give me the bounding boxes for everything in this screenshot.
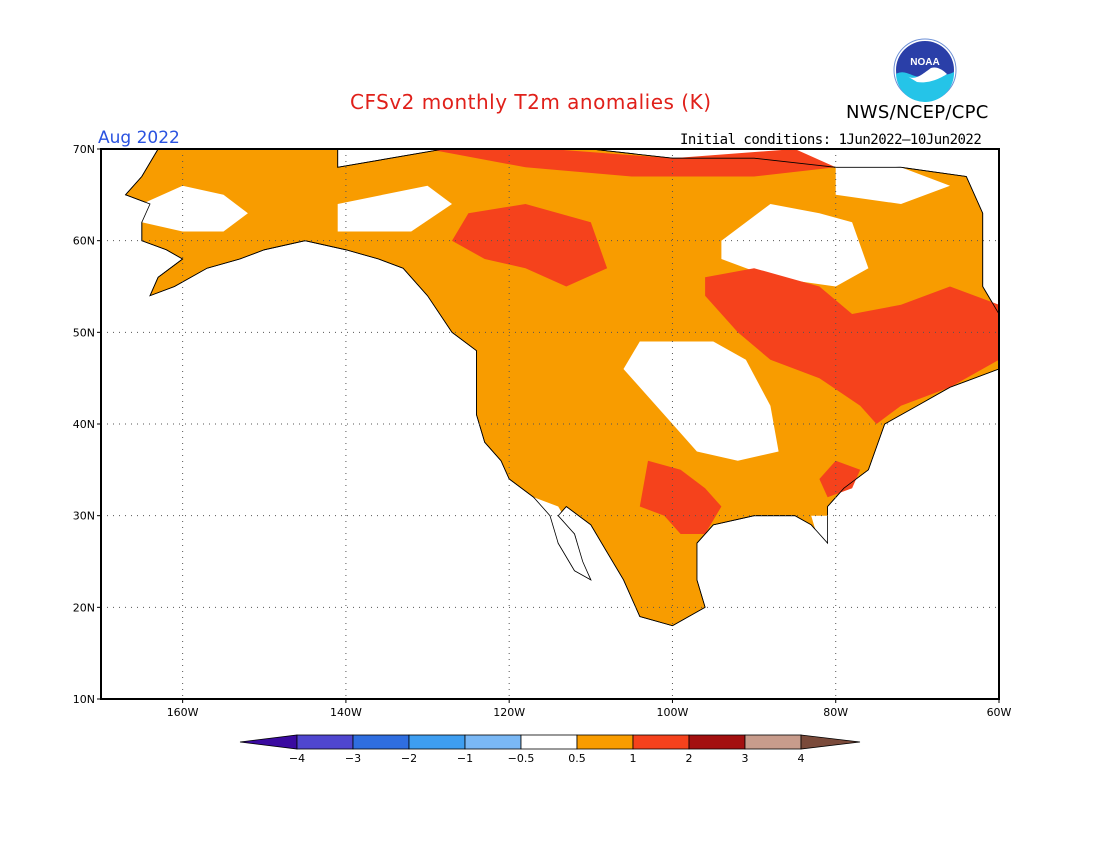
colorbar-label: 2: [686, 752, 693, 765]
valid-month: Aug 2022: [98, 128, 180, 148]
noaa-logo-text: NOAA: [910, 57, 939, 68]
colorbar-label: 4: [798, 752, 805, 765]
agency-label: NWS/NCEP/CPC: [846, 102, 989, 123]
colorbar: −4 −3 −2 −1 −0.5 0.5 1 2 3 4: [239, 734, 861, 765]
noaa-logo-icon: NOAA: [893, 38, 957, 102]
lat-tick-label: 30N: [73, 510, 95, 523]
neutral-region-northern-plains: [623, 341, 779, 461]
lon-tick-label: 80W: [823, 706, 848, 719]
axis-ticks: 160W 140W 120W 100W 80W 60W 10N 20N 30N 40N 50N 60N…: [73, 143, 1012, 719]
lat-tick-label: 60N: [73, 235, 95, 248]
lat-tick-label: 10N: [73, 693, 95, 706]
coastline-alaska-yukon: [124, 149, 999, 627]
colorbar-bin: [576, 734, 634, 750]
map-title: CFSv2 monthly T2m anomalies (K): [350, 90, 712, 114]
colorbar-bin: [464, 734, 522, 750]
hot-region-northern-canada: [452, 204, 608, 287]
colorbar-bin: [352, 734, 410, 750]
colorbar-bin: [520, 734, 578, 750]
neutral-region-baffin: [835, 158, 950, 204]
lon-tick-label: 100W: [657, 706, 689, 719]
lon-tick-label: 120W: [493, 706, 525, 719]
colorbar-label: 0.5: [568, 752, 586, 765]
colorbar-label: −3: [345, 752, 361, 765]
anomaly-fields: [124, 149, 999, 627]
lat-tick-label: 70N: [73, 143, 95, 156]
colorbar-label: 3: [742, 752, 749, 765]
lon-tick-label: 60W: [987, 706, 1012, 719]
hot-region-hudson-quebec: [705, 268, 999, 424]
colorbar-label: −2: [401, 752, 417, 765]
lat-tick-label: 50N: [73, 326, 95, 339]
colorbar-label: −4: [289, 752, 305, 765]
lon-tick-label: 160W: [167, 706, 199, 719]
colorbar-bin: [688, 734, 746, 750]
colorbar-label: −1: [457, 752, 473, 765]
colorbar-left-arrow: [239, 734, 298, 750]
colorbar-bin: [408, 734, 466, 750]
colorbar-bin: [632, 734, 690, 750]
neutral-region-yukon: [337, 185, 452, 232]
colorbar-bin: [296, 734, 354, 750]
hot-region-carolinas: [819, 460, 861, 498]
lat-tick-label: 20N: [73, 601, 95, 614]
neutral-region-baja: [533, 497, 591, 580]
neutral-region-hudson-bay: [721, 204, 869, 287]
lon-tick-label: 140W: [330, 706, 362, 719]
colorbar-bin: [744, 734, 802, 750]
lat-tick-label: 40N: [73, 418, 95, 431]
colorbar-label: −0.5: [508, 752, 535, 765]
hot-region-arctic-coast: [427, 149, 836, 177]
initial-conditions: Initial conditions: 1Jun2022–10Jun2022: [680, 132, 982, 148]
colorbar-right-arrow: [800, 734, 861, 750]
neutral-region-alaska-west: [141, 185, 248, 232]
colorbar-label: 1: [630, 752, 637, 765]
